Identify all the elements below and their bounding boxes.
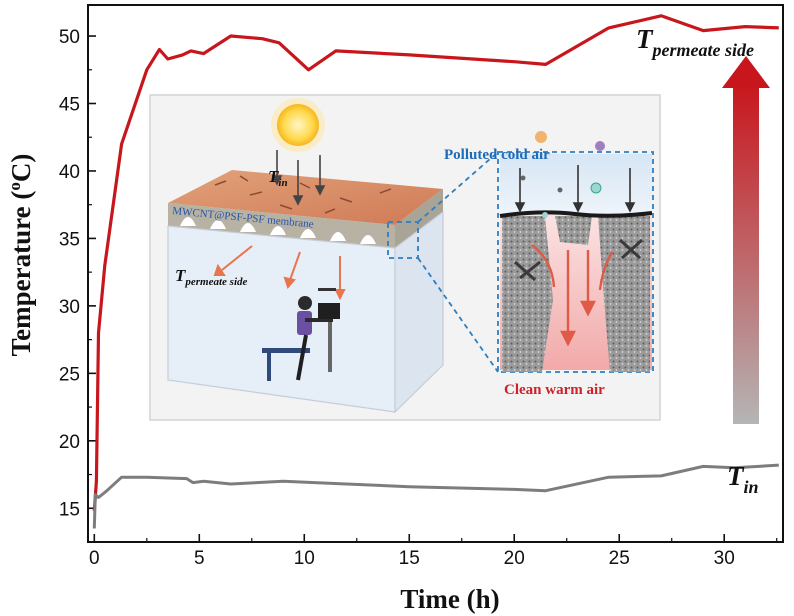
inset-tpermeate-label: Tpermeate side bbox=[175, 266, 248, 288]
x-tick-label: 0 bbox=[89, 548, 100, 569]
tin-series-line bbox=[92, 463, 779, 529]
inset-illustration: Polluted cold air Clean warm air MWCNT@P… bbox=[149, 94, 661, 421]
y-tick-label: 40 bbox=[59, 162, 80, 183]
inset-tin-label: Tin bbox=[268, 167, 288, 189]
x-tick-label: 25 bbox=[609, 548, 630, 569]
y-tick-label: 25 bbox=[59, 364, 80, 385]
x-tick-label: 10 bbox=[294, 548, 315, 569]
x-tick-label: 15 bbox=[399, 548, 420, 569]
axes: 0 5 10 15 20 25 30 15 20 25 30 35 40 45 50 bbox=[59, 4, 784, 569]
tpermeate-series-label: Tpermeate side bbox=[636, 24, 754, 60]
plot-frame bbox=[87, 4, 784, 543]
y-tick-label: 45 bbox=[59, 94, 80, 115]
heating-arrow bbox=[722, 56, 770, 424]
y-axis-title: Temperature (oC) bbox=[5, 154, 36, 357]
room-illustration bbox=[167, 150, 444, 414]
zoom-lines bbox=[387, 151, 654, 373]
y-tick-label: 35 bbox=[59, 229, 80, 250]
y-tick-label: 20 bbox=[59, 432, 80, 453]
x-tick-label: 20 bbox=[504, 548, 525, 569]
y-tick-label: 15 bbox=[59, 499, 80, 520]
x-tick-label: 5 bbox=[194, 548, 205, 569]
clean-air-label: Clean warm air bbox=[504, 382, 605, 398]
membrane-cross-section bbox=[499, 131, 653, 372]
person-icon bbox=[262, 288, 340, 381]
y-tick-label: 50 bbox=[59, 27, 80, 48]
series-layer bbox=[92, 14, 779, 529]
y-tick-label: 30 bbox=[59, 297, 80, 318]
x-axis-title: Time (h) bbox=[400, 584, 499, 614]
polluted-air-label: Polluted cold air bbox=[444, 147, 550, 163]
membrane-roof bbox=[168, 170, 443, 225]
tpermeate-series-line bbox=[92, 14, 779, 512]
sun-icon bbox=[271, 98, 325, 152]
x-tick-label: 30 bbox=[714, 548, 735, 569]
tin-series-label: Tin bbox=[727, 461, 759, 497]
